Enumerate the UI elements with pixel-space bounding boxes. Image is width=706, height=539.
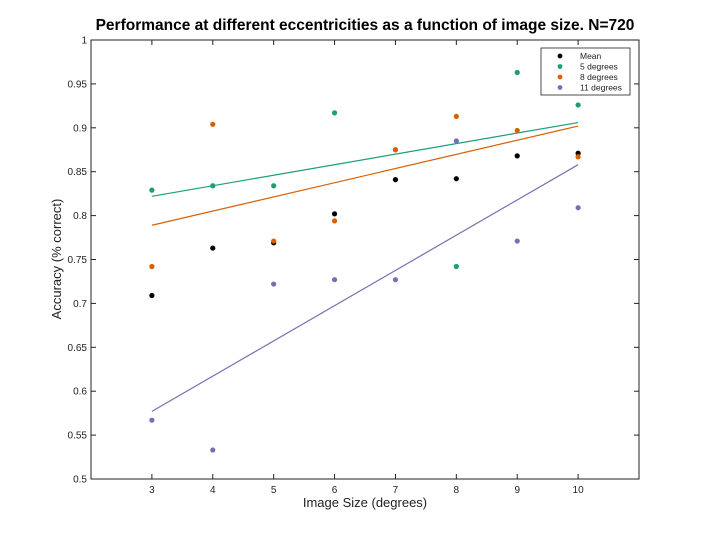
data-point-mean: [331, 211, 338, 217]
data-point-8-degrees: [210, 121, 216, 127]
data-point-8-degrees: [271, 238, 277, 244]
y-axis: 0.5 0.55 0.6 0.65 0.7 0.75 0.8 0.85 0.9 0.95 1: [68, 36, 639, 486]
x-tick-label: 7: [393, 485, 399, 496]
x-tick-label: 4: [210, 485, 216, 496]
y-tick-label: 0.55: [68, 431, 88, 442]
y-tick-label: 0.6: [73, 387, 87, 398]
x-tick-label: 10: [573, 485, 585, 496]
plot-area: [90, 39, 640, 480]
legend-label: 11 degrees: [580, 83, 622, 93]
x-tick-label: 3: [149, 485, 155, 496]
data-points: [149, 69, 581, 453]
data-point-5-degrees: [575, 102, 581, 108]
data-point-11-degrees: [331, 277, 338, 283]
legend-label: Mean: [580, 51, 602, 61]
y-tick-label: 0.5: [73, 475, 87, 486]
trend-line-8-degrees: [151, 125, 579, 226]
chart-title: Performance at different eccentricities …: [96, 17, 635, 34]
legend-box: [540, 47, 631, 96]
y-tick-label: 1: [81, 36, 87, 47]
data-point-mean: [392, 177, 399, 183]
x-tick-label: 8: [454, 485, 460, 496]
data-point-mean: [210, 245, 216, 251]
data-point-8-degrees: [331, 218, 338, 224]
data-point-5-degrees: [271, 183, 277, 189]
x-tick-label: 9: [514, 485, 520, 496]
data-point-mean: [453, 176, 459, 182]
y-axis-label: Accuracy (% correct): [49, 199, 64, 320]
legend-marker: [557, 64, 563, 69]
y-tick-label: 0.9: [73, 123, 87, 134]
trend-line-5-degrees: [151, 121, 579, 197]
data-point-11-degrees: [392, 277, 399, 283]
data-point-5-degrees: [149, 187, 155, 193]
legend-label: 8 degrees: [580, 72, 618, 82]
x-tick-label: 5: [271, 485, 277, 496]
x-tick-label: 6: [332, 485, 338, 496]
data-point-5-degrees: [453, 263, 459, 270]
data-point-mean: [149, 292, 155, 299]
y-tick-label: 0.85: [68, 167, 88, 178]
data-point-11-degrees: [514, 238, 520, 244]
y-tick-label: 0.75: [68, 255, 88, 266]
trend-lines: [151, 121, 579, 412]
data-point-11-degrees: [210, 447, 216, 453]
y-tick-label: 0.8: [73, 211, 87, 222]
legend-marker: [557, 85, 563, 90]
data-point-8-degrees: [575, 154, 581, 160]
data-point-11-degrees: [575, 205, 581, 211]
data-point-5-degrees: [514, 69, 520, 76]
y-tick-label: 0.7: [73, 299, 87, 310]
data-point-mean: [514, 153, 520, 159]
y-tick-label: 0.65: [68, 343, 88, 354]
data-point-8-degrees: [514, 127, 520, 134]
legend-label: 5 degrees: [580, 62, 618, 72]
data-point-11-degrees: [149, 417, 155, 423]
data-point-8-degrees: [392, 147, 399, 153]
data-point-8-degrees: [453, 113, 459, 119]
legend-marker: [557, 53, 563, 59]
x-axis-label: Image Size (degrees): [303, 495, 427, 510]
data-point-5-degrees: [210, 183, 216, 189]
data-point-11-degrees: [271, 281, 277, 287]
x-axis: 3 4 5 6 7 8 9 10: [149, 40, 584, 496]
legend-marker: [557, 74, 563, 80]
data-point-5-degrees: [331, 110, 338, 116]
data-point-11-degrees: [453, 138, 459, 144]
trend-line-11-degrees: [151, 164, 579, 412]
y-tick-label: 0.95: [68, 79, 88, 90]
data-point-8-degrees: [149, 263, 155, 270]
